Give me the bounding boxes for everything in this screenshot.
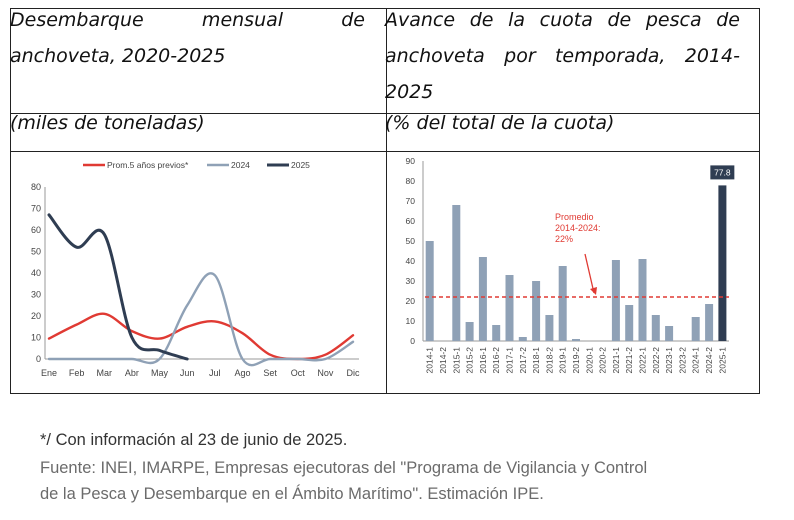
bar — [518, 337, 527, 341]
highlight-label-box — [710, 165, 735, 180]
y-tick-label: 0 — [36, 354, 41, 364]
y-tick-label: 80 — [31, 182, 41, 192]
bar — [532, 281, 541, 341]
x-tick-label: Nov — [317, 368, 334, 378]
bar — [465, 322, 474, 341]
x-tick-label: 2015-1 — [451, 347, 461, 374]
x-tick-label: 2023-1 — [664, 347, 674, 374]
y-tick-label: 90 — [406, 156, 416, 166]
highlight-value-label: 77.8 — [714, 167, 731, 177]
x-tick-label: Jul — [209, 368, 221, 378]
y-tick-label: 60 — [406, 216, 416, 226]
y-tick-label: 50 — [31, 247, 41, 257]
x-tick-label: 2023-2 — [677, 347, 687, 374]
x-tick-label: Set — [263, 368, 277, 378]
x-tick-label: 2018-1 — [531, 347, 541, 374]
bar — [492, 325, 501, 341]
bar — [638, 259, 647, 341]
bar — [691, 317, 700, 341]
x-tick-label: 2019-2 — [571, 347, 581, 374]
bar — [625, 305, 634, 341]
bar — [558, 266, 567, 341]
y-tick-label: 30 — [31, 290, 41, 300]
bar — [611, 260, 620, 341]
bar — [478, 257, 487, 341]
x-tick-label: May — [151, 368, 169, 378]
bar — [718, 185, 727, 341]
x-tick-label: Feb — [69, 368, 85, 378]
landing-line-chart: 0 10 20 30 40 50 60 70 80 Ene Feb Mar Abr May Jun Jul Ag… — [31, 160, 360, 378]
right-chart-title: Avance de la cuota de pesca de anchoveta… — [385, 9, 740, 103]
x-tick-label: Dic — [347, 368, 360, 378]
bar — [572, 339, 580, 341]
bar — [505, 275, 514, 341]
x-tick-label: 2022-2 — [651, 347, 661, 374]
x-tick-label: Ene — [41, 368, 57, 378]
x-tick-label: Mar — [97, 368, 113, 378]
bar — [705, 304, 714, 341]
y-tick-label: 80 — [406, 176, 416, 186]
x-tick-label: 2021-1 — [611, 347, 621, 374]
x-tick-label: 2017-1 — [505, 347, 515, 374]
panel-divider-unit — [11, 151, 759, 152]
y-tick-label: 10 — [406, 316, 416, 326]
x-tick-label: 2020-1 — [584, 347, 594, 374]
footnote-source-line1: Fuente: INEI, IMARPE, Empresas ejecutora… — [40, 459, 648, 477]
x-tick-label: Oct — [291, 368, 306, 378]
x-tick-label: 2014-1 — [425, 347, 435, 374]
footnote-note: */ Con información al 23 de junio de 202… — [40, 431, 348, 449]
legend-label: 2024 — [231, 160, 250, 170]
x-tick-label: Ago — [234, 368, 250, 378]
bar — [425, 241, 434, 341]
x-tick-label: 2024-2 — [704, 347, 714, 374]
x-tick-label: 2014-2 — [438, 347, 448, 374]
x-tick-label: 2018-2 — [544, 347, 554, 374]
left-chart-title: Desembarque mensual de anchoveta, 2020-2… — [10, 9, 365, 67]
footnote-source-line2: de la Pesca y Desembarque en el Ámbito M… — [40, 485, 544, 503]
x-tick-label: 2016-2 — [491, 347, 501, 374]
y-tick-label: 40 — [31, 268, 41, 278]
series-line-3 — [47, 213, 189, 361]
x-tick-label: 2015-2 — [465, 347, 475, 374]
quota-bar-chart: 0 10 20 30 40 50 60 70 80 90 2014-1 2014-2 2015-1 201… — [406, 156, 735, 374]
y-tick-label: 30 — [406, 276, 416, 286]
series-line-2 — [47, 272, 355, 367]
y-tick-label: 70 — [31, 204, 41, 214]
series-line-1 — [47, 312, 355, 361]
x-tick-label: 2022-1 — [638, 347, 648, 374]
panel-divider-title — [11, 113, 759, 114]
bar — [452, 205, 461, 341]
x-tick-label: 2020-2 — [598, 347, 608, 374]
bar — [651, 315, 660, 341]
left-chart-unit: (miles de toneladas) — [10, 112, 205, 134]
x-tick-label: 2017-2 — [518, 347, 528, 374]
bar — [665, 326, 674, 341]
x-tick-label: 2019-1 — [558, 347, 568, 374]
legend-label: Prom.5 años previos* — [107, 160, 189, 170]
panel-divider-vertical — [386, 9, 387, 393]
y-tick-label: 20 — [406, 296, 416, 306]
x-tick-label: 2016-1 — [478, 347, 488, 374]
y-tick-label: 10 — [31, 333, 41, 343]
x-tick-label: 2024-1 — [691, 347, 701, 374]
legend-label: 2025 — [291, 160, 310, 170]
x-tick-label: Jun — [180, 368, 195, 378]
average-arrow-line — [584, 253, 595, 294]
y-tick-label: 20 — [31, 311, 41, 321]
average-label: 22% — [555, 234, 573, 244]
average-label: Promedio — [555, 212, 594, 222]
x-tick-label: 2021-2 — [624, 347, 634, 374]
y-tick-label: 40 — [406, 256, 416, 266]
y-tick-label: 50 — [406, 236, 416, 246]
bar — [545, 315, 554, 341]
x-tick-label: 2025-1 — [717, 347, 727, 374]
y-tick-label: 60 — [31, 225, 41, 235]
average-label: 2014-2024: — [555, 223, 601, 233]
y-tick-label: 70 — [406, 196, 416, 206]
chart-panel-frame — [10, 8, 760, 394]
average-arrow-head — [590, 287, 597, 295]
right-chart-unit: (% del total de la cuota) — [385, 112, 615, 134]
x-tick-label: Abr — [125, 368, 139, 378]
y-tick-label: 0 — [410, 336, 415, 346]
